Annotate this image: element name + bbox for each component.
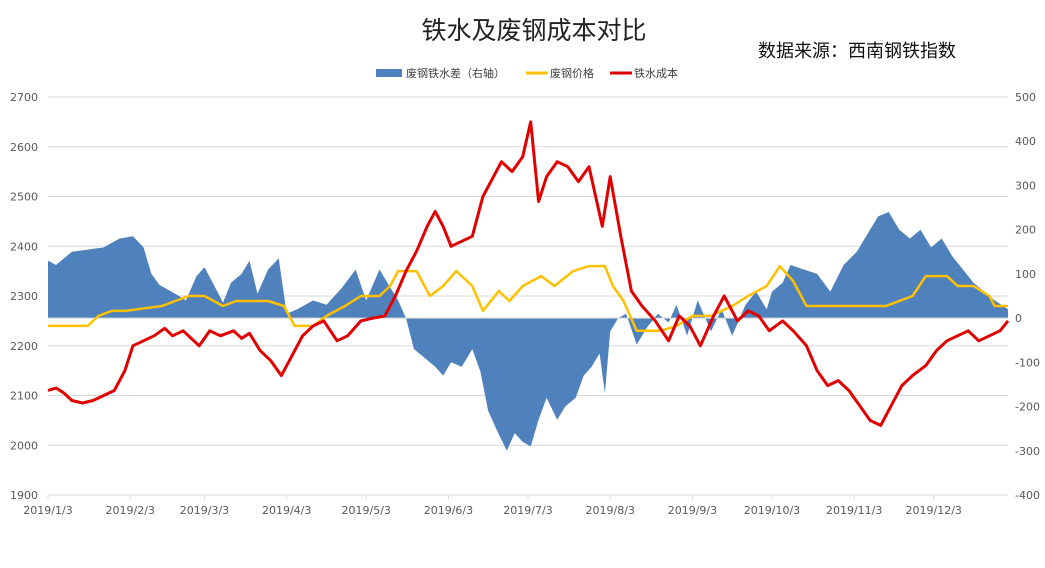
y-left-tick-label: 2300 — [10, 290, 38, 303]
series-iron-cost-line — [47, 120, 1010, 427]
x-tick-label: 2019/4/3 — [262, 504, 311, 517]
y-right-tick-label: -300 — [1015, 445, 1040, 458]
legend-item-scrap-price: 废钢价格 — [550, 66, 594, 80]
y-left-tick-label: 2700 — [10, 91, 38, 104]
y-right-tick-label: -200 — [1015, 401, 1040, 414]
legend: 废钢铁水差（右轴） 废钢价格 铁水成本 — [376, 66, 678, 80]
y-left-tick-label: 1900 — [10, 489, 38, 502]
y-right-tick-label: -400 — [1015, 489, 1040, 502]
x-tick-label: 2019/12/3 — [906, 504, 962, 517]
x-tick-label: 2019/7/3 — [503, 504, 552, 517]
x-tick-label: 2019/9/3 — [668, 504, 717, 517]
y-right-tick-label: 200 — [1015, 224, 1036, 237]
x-tick-label: 2019/6/3 — [424, 504, 473, 517]
chart-source-note: 数据来源：西南钢铁指数 — [758, 41, 956, 62]
series-scrap-price-line — [48, 264, 1008, 333]
x-tick-label: 2019/8/3 — [586, 504, 635, 517]
y-left-tick-label: 2200 — [10, 340, 38, 353]
legend-swatch — [376, 69, 402, 77]
x-tick-label: 2019/5/3 — [342, 504, 391, 517]
y-left-tick-label: 2000 — [10, 439, 38, 452]
y-right-tick-label: 100 — [1015, 268, 1036, 281]
series-scrap-iron-diff-area — [48, 212, 1008, 451]
y-right-tick-label: 400 — [1015, 135, 1036, 148]
y-left-tick-label: 2100 — [10, 390, 38, 403]
x-tick-label: 2019/2/3 — [106, 504, 155, 517]
x-tick-label: 2019/11/3 — [826, 504, 882, 517]
legend-item-iron-cost: 铁水成本 — [634, 66, 678, 80]
y-right-tick-label: 0 — [1015, 312, 1022, 325]
y-left-tick-label: 2500 — [10, 191, 38, 204]
y-right-tick-label: -100 — [1015, 356, 1040, 369]
x-tick-label: 2019/1/3 — [23, 504, 72, 517]
legend-item-diff: 废钢铁水差（右轴） — [406, 66, 505, 80]
y-left-tick-label: 2600 — [10, 141, 38, 154]
y-left-tick-label: 2400 — [10, 240, 38, 253]
x-tick-label: 2019/10/3 — [744, 504, 800, 517]
chart-title: 铁水及废钢成本对比 — [421, 16, 647, 45]
y-right-tick-label: 300 — [1015, 179, 1036, 192]
y-right-tick-label: 500 — [1015, 91, 1036, 104]
x-tick-label: 2019/3/3 — [180, 504, 229, 517]
